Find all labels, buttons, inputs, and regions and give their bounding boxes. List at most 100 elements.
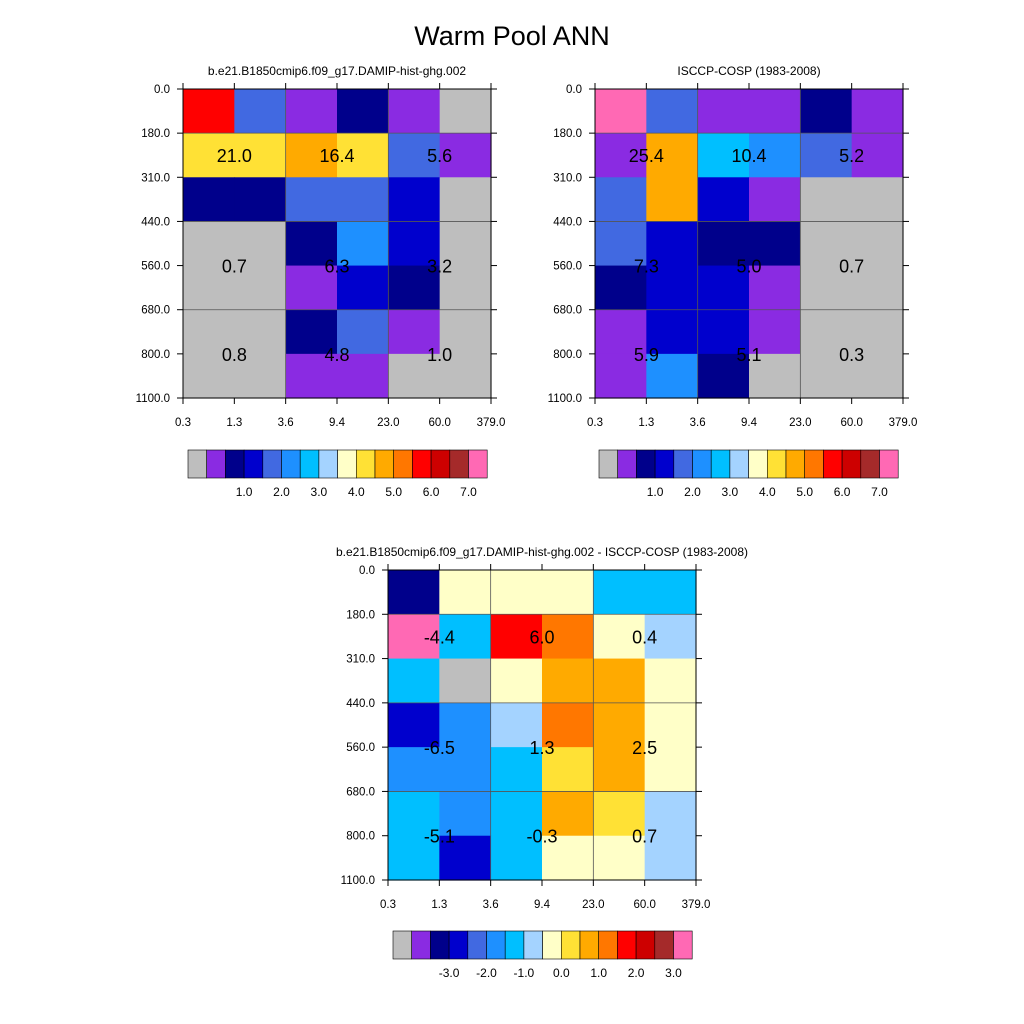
colorbar-label: 2.0 (684, 485, 701, 499)
heatmap-cell (749, 221, 801, 267)
heatmap-cell (697, 265, 750, 311)
heatmap-cell (593, 658, 646, 704)
heatmap-cell (851, 177, 904, 223)
colorbar-swatch (262, 449, 282, 479)
x-tick-label: 1.3 (226, 417, 242, 429)
heatmap-cell (439, 309, 492, 355)
cell-value-label: 1.3 (529, 738, 554, 758)
heatmap-cell (285, 133, 338, 178)
heatmap-cell (234, 265, 287, 311)
x-tick-label: 3.6 (483, 899, 499, 911)
heatmap-cell (439, 791, 492, 837)
panel-model: b.e21.B1850cmip6.f09_g17.DAMIP-hist-ghg.… (136, 64, 506, 499)
cell-value-label: 7.3 (634, 257, 659, 277)
heatmap-cell (595, 177, 647, 223)
heatmap-cell (439, 177, 492, 223)
colorbar-label: 0.0 (553, 966, 570, 980)
colorbar: 1.0 2.0 3.0 4.0 5.0 6.0 7.0 (598, 449, 899, 499)
heatmap-cell (644, 791, 697, 837)
colorbar-label: 5.0 (385, 485, 402, 499)
heatmap-cell (800, 309, 853, 355)
colorbar-swatch (281, 449, 301, 479)
colorbar-swatch (879, 449, 899, 479)
heatmap-cell (439, 353, 492, 399)
colorbar-swatch (785, 449, 806, 479)
x-tick-label: 60.0 (840, 417, 862, 429)
colorbar-swatch (617, 930, 637, 960)
heatmap-cell (183, 221, 235, 267)
figure-title: Warm Pool ANN (414, 21, 610, 51)
heatmap-cell (697, 89, 750, 134)
heatmap-cell (851, 353, 904, 399)
heatmap-cell (851, 133, 904, 178)
colorbar-swatch (448, 930, 469, 960)
heatmap-cell (646, 89, 699, 134)
heatmap-cell (593, 835, 646, 881)
heatmap-cell (388, 177, 441, 223)
heatmap-cell (749, 89, 801, 134)
cell-value-label: 6.3 (324, 257, 349, 277)
x-tick-label: 0.3 (587, 417, 603, 429)
heatmap-cell (439, 89, 492, 134)
colorbar-label: -1.0 (514, 966, 535, 980)
y-tick-label: 800.0 (346, 831, 375, 843)
heatmap-cell (337, 133, 389, 178)
heatmap-cell (234, 89, 287, 134)
heatmap-cell (388, 221, 441, 267)
heatmap-cell (644, 702, 697, 748)
colorbar-swatch (225, 449, 245, 479)
colorbar-label: 5.0 (796, 485, 813, 499)
heatmap-cell (285, 309, 338, 355)
heatmap-cell (542, 747, 594, 793)
colorbar-swatch (598, 449, 619, 479)
heatmap-cell (337, 221, 389, 267)
heatmap-cell (749, 133, 801, 178)
cell-value-label: 25.4 (629, 146, 664, 166)
y-tick-label: 680.0 (553, 305, 582, 317)
heatmap-cell (542, 835, 594, 881)
cell-value-label: 5.6 (427, 146, 452, 166)
cell-value-label: 3.2 (427, 257, 452, 277)
colorbar-swatch (654, 930, 674, 960)
y-tick-label: 440.0 (553, 216, 582, 228)
colorbar-swatch (598, 930, 618, 960)
colorbar-label: 7.0 (460, 485, 477, 499)
panel-obs: ISCCP-COSP (1983-2008) 0.3 1.3 3.6 9.4 23.0 60… (548, 64, 918, 499)
colorbar-swatch (636, 449, 656, 479)
cell-value-label: 2.5 (632, 738, 657, 758)
heatmap-cell (697, 309, 750, 355)
heatmap-cell (183, 353, 235, 399)
heatmap-cell (490, 658, 543, 704)
colorbar-swatch (374, 449, 395, 479)
heatmap-cell (542, 570, 594, 615)
colorbar-label: -3.0 (439, 966, 460, 980)
colorbar-swatch (430, 930, 450, 960)
y-tick-label: 1100.0 (341, 875, 375, 887)
x-tick-label: 0.3 (380, 899, 396, 911)
heatmap-cell (749, 265, 801, 311)
heatmap-cell (595, 89, 647, 134)
heatmap-cell (439, 133, 492, 178)
heatmap-cell (646, 353, 699, 399)
cell-value-label: 4.8 (324, 345, 349, 365)
heatmap-cell (388, 265, 441, 311)
colorbar: 1.0 2.0 3.0 4.0 5.0 6.0 7.0 (187, 449, 488, 499)
colorbar-label: 1.0 (590, 966, 607, 980)
colorbar: -3.0 -2.0 -1.0 0.0 1.0 2.0 3.0 (392, 930, 693, 980)
y-tick-label: 800.0 (141, 349, 170, 361)
x-tick-label: 9.4 (329, 417, 346, 429)
heatmap-cell (697, 221, 750, 267)
colorbar-label: 4.0 (759, 485, 776, 499)
heatmap-cell (388, 791, 440, 837)
colorbar-swatch (430, 449, 451, 479)
cell-value-label: -5.1 (424, 827, 455, 847)
heatmap-cell (595, 309, 647, 355)
colorbar-swatch (823, 449, 843, 479)
heatmap-cell (285, 265, 338, 311)
heatmap-cell (439, 658, 492, 704)
x-tick-label: 1.3 (431, 899, 447, 911)
cell-value-label: 0.4 (632, 627, 657, 647)
heatmap-cell (646, 309, 699, 355)
panel-title: b.e21.B1850cmip6.f09_g17.DAMIP-hist-ghg.… (208, 64, 466, 78)
heatmap-cell (439, 570, 492, 615)
